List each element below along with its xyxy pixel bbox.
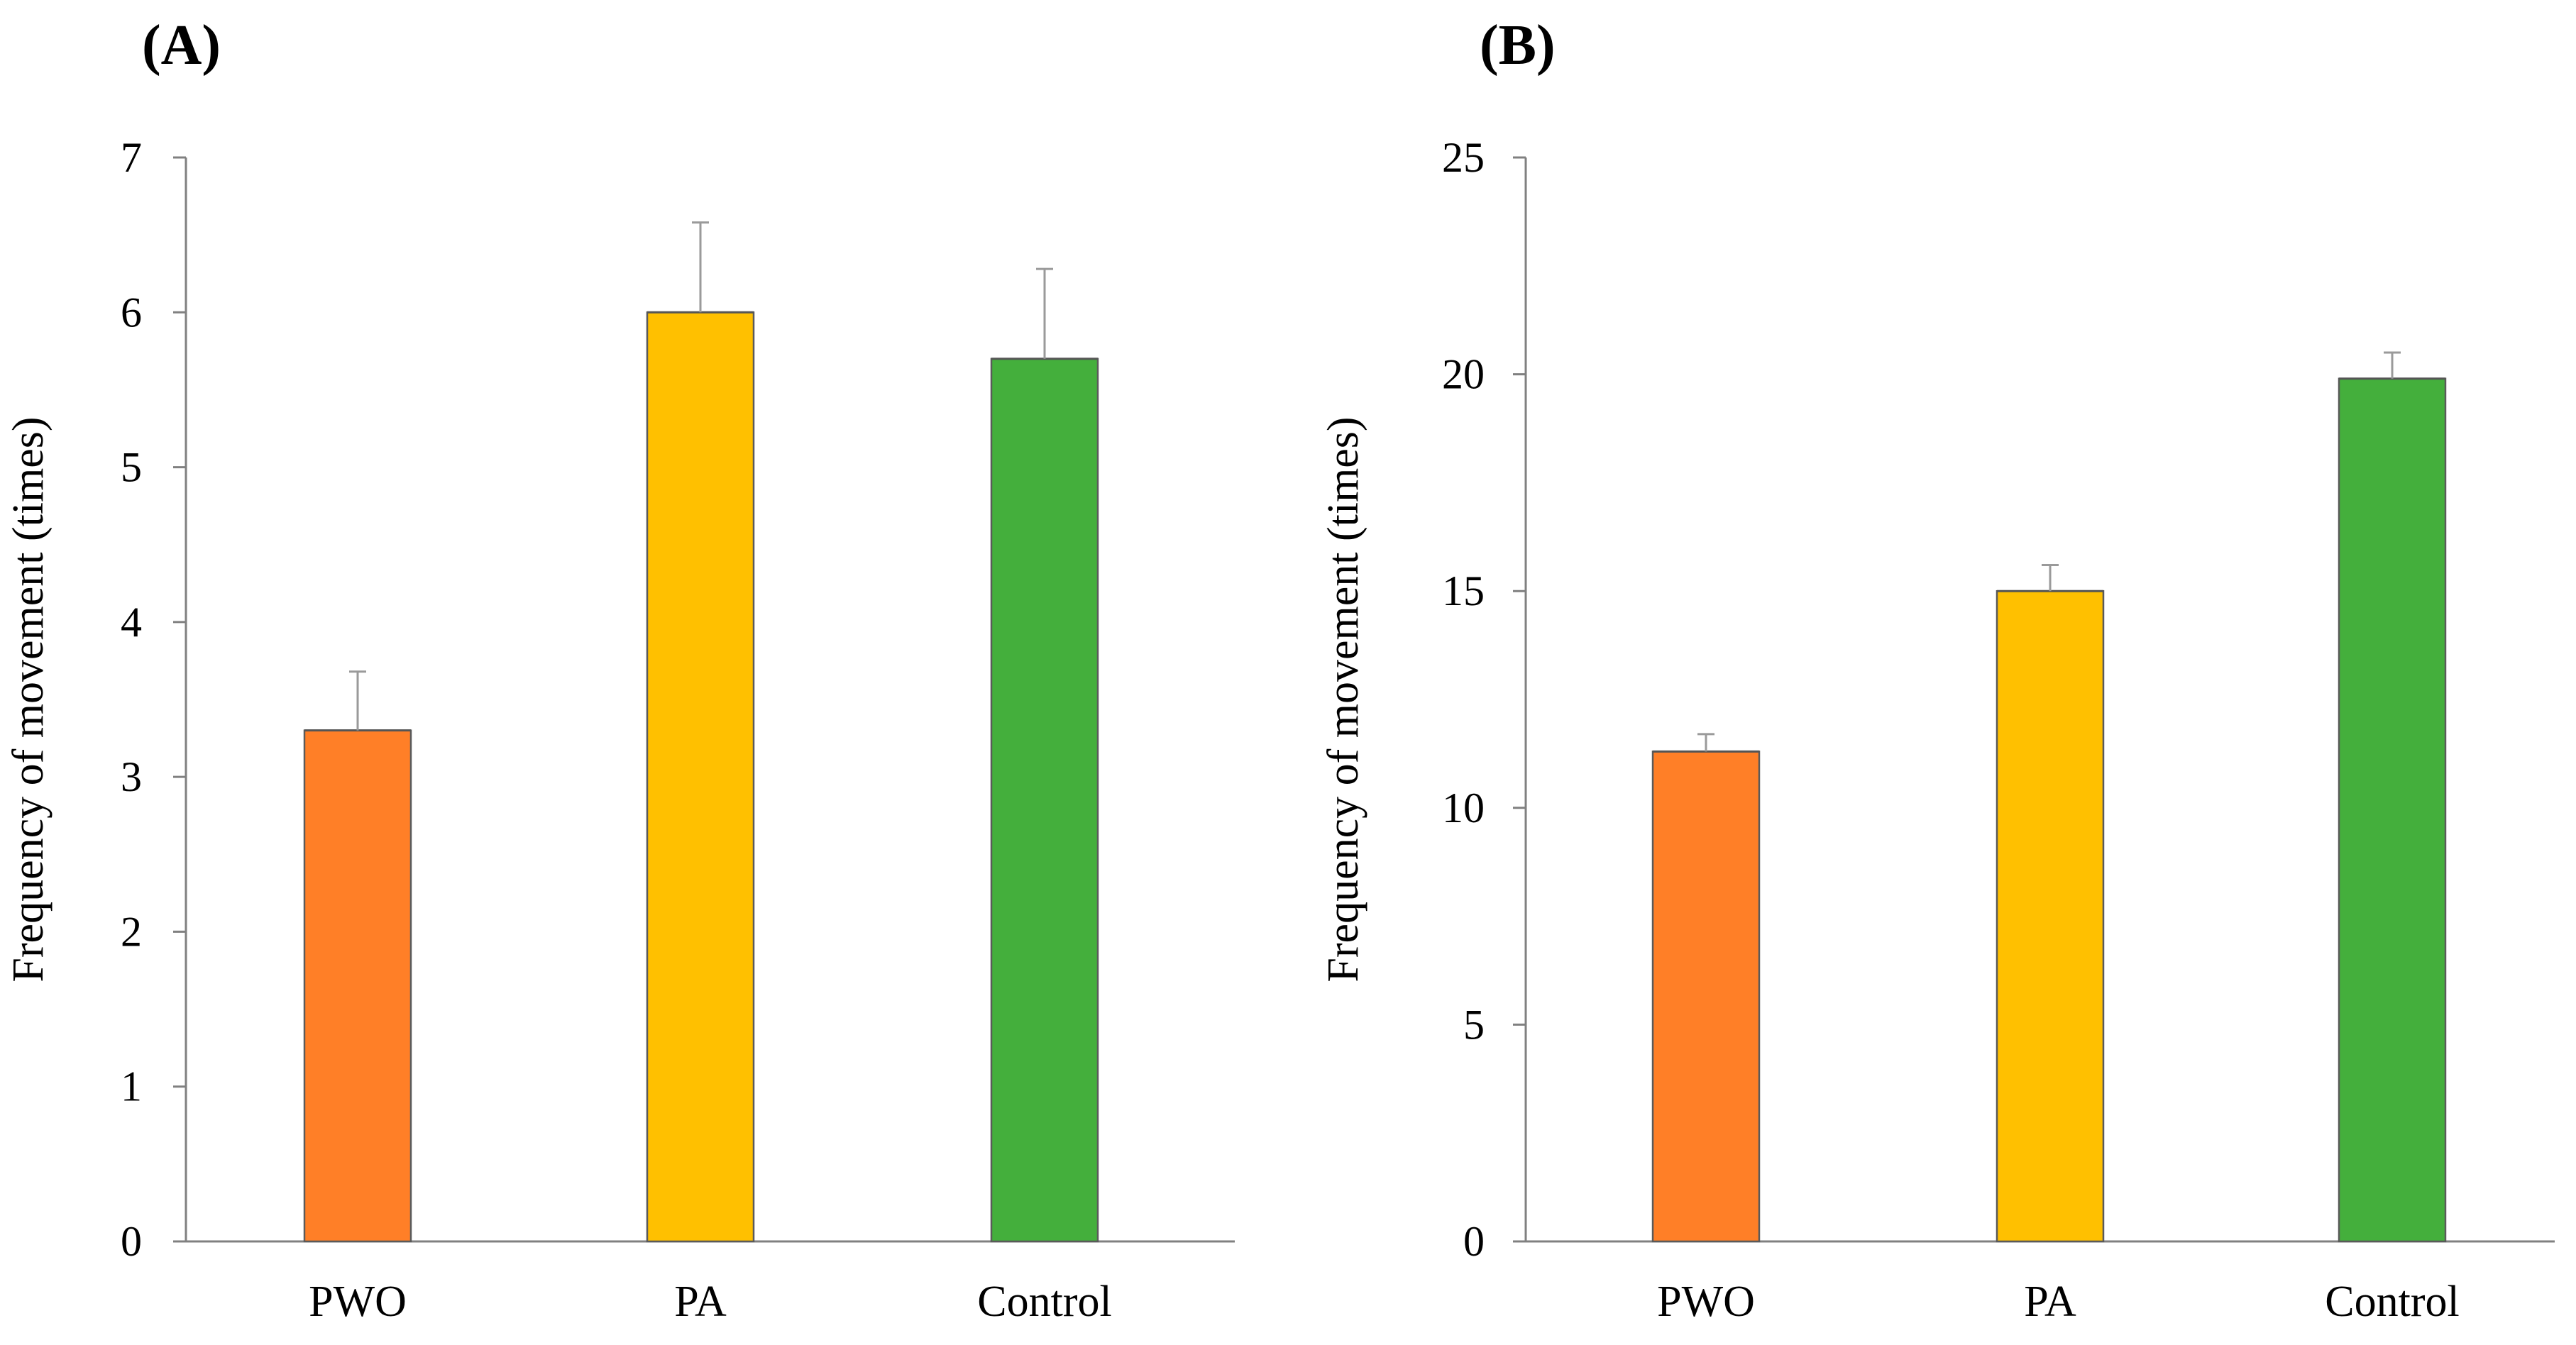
x-tick-label-pa: PA: [674, 1278, 727, 1326]
y-tick-label: 10: [1442, 785, 1485, 831]
bar-control: [2338, 377, 2447, 1243]
x-tick-label-control: Control: [2325, 1278, 2459, 1326]
x-tick-label-pwo: PWO: [1657, 1278, 1755, 1326]
bar-pa: [1996, 590, 2105, 1243]
chart-panel-a: (A) Frequency of movement (times) 0 1 2 3 4 5 6 7…: [4, 14, 1235, 1326]
bar-pwo: [303, 729, 412, 1243]
x-tick-label-pa: PA: [2024, 1278, 2076, 1326]
y-tick-label: 3: [121, 753, 142, 800]
y-tick-label: 15: [1442, 568, 1485, 614]
panel-label: (B): [1480, 14, 1556, 77]
y-tick-label: 5: [121, 444, 142, 491]
y-tick-label: 25: [1442, 134, 1485, 181]
y-axis-title: Frequency of movement (times): [1319, 416, 1367, 982]
y-tick-label: 2: [121, 908, 142, 955]
y-tick-label: 0: [1463, 1218, 1485, 1265]
chart-panel-b: (B) Frequency of movement (times) 0 5 10 15 20…: [1319, 14, 2555, 1326]
panel-label: (A): [142, 14, 221, 77]
x-tick-label-pwo: PWO: [309, 1278, 407, 1326]
bar-control: [990, 358, 1099, 1243]
y-tick-label: 4: [121, 599, 142, 646]
bar-pwo: [1651, 751, 1761, 1243]
y-tick-label: 20: [1442, 351, 1485, 398]
y-axis-title: Frequency of movement (times): [4, 416, 53, 982]
bar-pa: [646, 311, 755, 1243]
x-tick-label-control: Control: [977, 1278, 1111, 1326]
y-tick-label: 5: [1463, 1001, 1485, 1048]
y-tick-label: 6: [121, 289, 142, 336]
y-tick-label: 7: [121, 134, 142, 181]
y-tick-label: 0: [121, 1218, 142, 1265]
y-tick-label: 1: [121, 1063, 142, 1110]
